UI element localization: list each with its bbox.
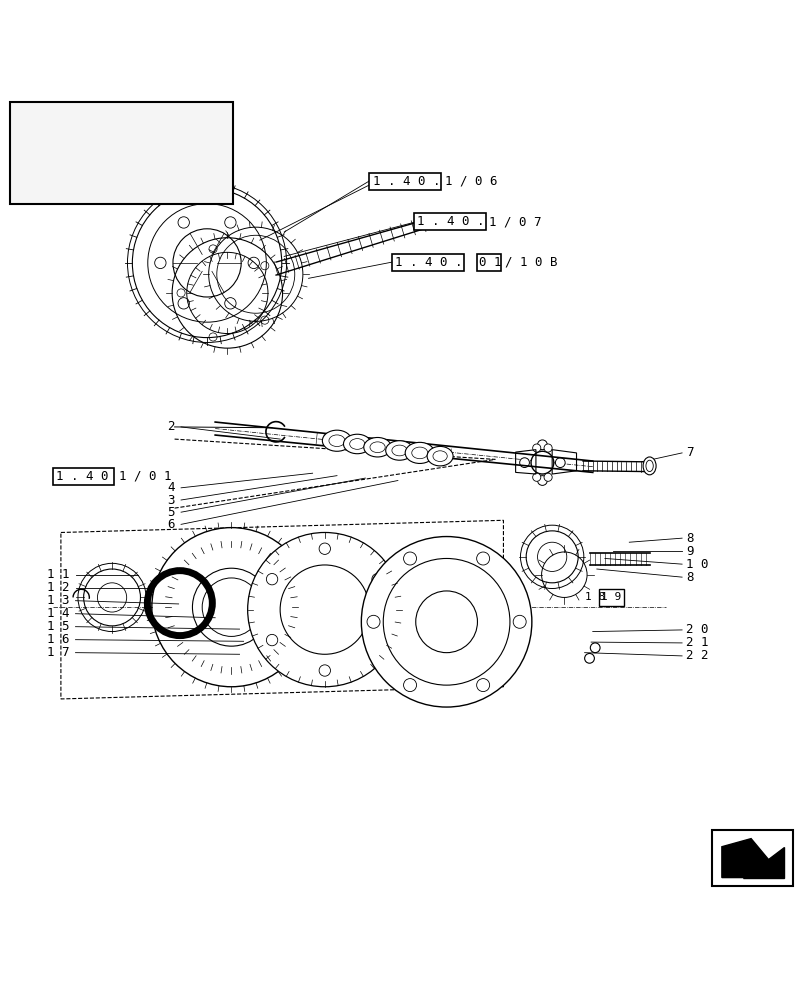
Circle shape [530,451,553,474]
Text: 1 . 4 0: 1 . 4 0 [56,470,109,483]
Circle shape [537,440,547,450]
Text: 5: 5 [167,506,174,519]
Bar [53,468,114,485]
Circle shape [202,578,260,636]
Text: 1 3: 1 3 [46,594,69,607]
Text: 7: 7 [685,446,693,459]
Circle shape [361,537,531,707]
Text: 1 1: 1 1 [46,568,69,581]
Text: 1 0: 1 0 [685,558,708,571]
Text: 1 6: 1 6 [46,633,69,646]
Circle shape [519,458,529,468]
Ellipse shape [405,442,434,463]
Ellipse shape [392,445,406,456]
Circle shape [543,444,551,452]
Ellipse shape [411,447,427,459]
Ellipse shape [642,457,655,475]
Circle shape [152,528,311,687]
Circle shape [537,476,547,485]
Circle shape [415,591,477,653]
Polygon shape [742,847,783,878]
Text: 4: 4 [167,481,174,494]
Bar [10,102,233,204]
Circle shape [543,473,551,481]
Text: 1 9: 1 9 [600,592,620,602]
Circle shape [532,473,540,481]
Circle shape [383,558,509,685]
Text: 1 / 0 7: 1 / 0 7 [488,215,541,228]
Ellipse shape [328,435,345,447]
Text: / 1 0 B: / 1 0 B [504,256,557,269]
Text: 0 1: 0 1 [478,256,501,269]
Text: 2 1: 2 1 [685,636,708,649]
Bar [476,254,500,271]
Text: 6: 6 [167,518,174,531]
Text: 2 2: 2 2 [685,649,708,662]
Ellipse shape [646,460,652,472]
Bar [369,173,440,190]
Text: 1 5: 1 5 [46,620,69,633]
Text: 1 7: 1 7 [46,646,69,659]
Circle shape [192,568,270,646]
Ellipse shape [322,430,351,451]
Ellipse shape [432,451,447,462]
Text: 3: 3 [167,493,174,506]
Text: 2: 2 [167,420,174,433]
Text: 1 . 4 0 .: 1 . 4 0 . [372,175,440,188]
Ellipse shape [343,434,371,454]
Circle shape [280,565,369,654]
Text: 1 4: 1 4 [46,607,69,620]
Ellipse shape [350,439,364,449]
Text: 1 8: 1 8 [584,592,604,602]
Polygon shape [721,839,783,878]
Text: 2 0: 2 0 [685,623,708,636]
Text: 1 . 4 0 .: 1 . 4 0 . [417,215,484,228]
Text: 8: 8 [685,571,693,584]
Circle shape [532,444,540,452]
Ellipse shape [385,441,413,460]
Text: 9: 9 [685,545,693,558]
Circle shape [247,532,401,687]
Bar [414,213,485,230]
Text: 1 . 4 0 .: 1 . 4 0 . [395,256,462,269]
Bar [711,830,792,886]
Text: 8: 8 [685,532,693,545]
Ellipse shape [370,442,384,453]
Ellipse shape [363,437,391,457]
Bar [392,254,463,271]
Circle shape [555,458,564,468]
Text: 1 / 0 1: 1 / 0 1 [118,470,171,483]
Text: 1 2: 1 2 [46,581,69,594]
Text: 1 / 0 6: 1 / 0 6 [444,175,497,188]
Bar [599,589,623,606]
Ellipse shape [427,446,453,466]
